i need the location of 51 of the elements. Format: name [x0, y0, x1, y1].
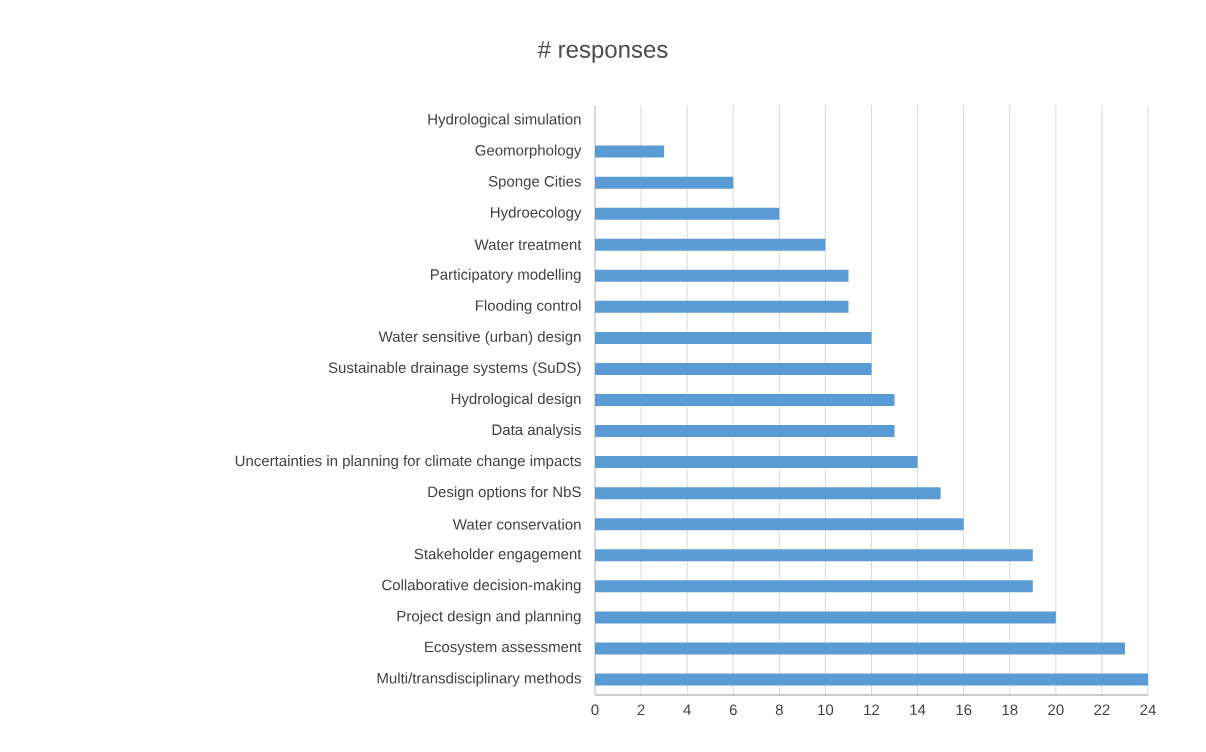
x-tick-label: 12: [864, 704, 880, 715]
y-tick-label: Ecosystem assessment: [425, 641, 582, 656]
bar: [595, 269, 849, 282]
y-tick-label: Project design and planning: [397, 610, 581, 625]
y-tick-label: Design options for NbS: [428, 486, 581, 501]
x-tick-label: 24: [1140, 704, 1156, 715]
y-tick-label: Geomorphology: [475, 144, 582, 159]
bar: [595, 673, 1149, 686]
x-tick-label: 18: [1002, 704, 1018, 716]
x-tick-label: 16: [956, 704, 972, 716]
y-tick-label: Hydrological design: [451, 393, 581, 407]
x-tick-label: 0: [591, 704, 599, 716]
bar: [595, 238, 826, 251]
x-tick-label: 4: [683, 704, 691, 715]
bar: [595, 456, 918, 469]
x-tick-label: 8: [775, 704, 783, 716]
bar: [595, 549, 1033, 562]
bar: [595, 394, 895, 406]
x-tick-label: 10: [818, 704, 834, 716]
bar: [595, 425, 895, 438]
y-tick-label: Water conservation: [452, 518, 581, 530]
y-tick-label: Multi/transdisciplinary methods: [377, 672, 581, 687]
bar: [595, 331, 872, 344]
bar: [595, 580, 1033, 593]
bar: [595, 642, 1125, 655]
y-tick-label: Participatory modelling: [430, 268, 581, 283]
y-tick-label: Flooding control: [475, 299, 581, 314]
x-tick-label: 22: [1094, 704, 1110, 715]
bar: [595, 362, 872, 375]
y-tick-label: Hydrological simulation: [428, 113, 581, 128]
y-tick-label: Water treatment: [474, 239, 582, 250]
bar: [595, 611, 1056, 624]
y-tick-label: Collaborative decision-making: [382, 579, 581, 594]
y-tick-label: Sponge Cities: [488, 175, 581, 190]
chart-title: # responses: [537, 41, 668, 63]
bar: [595, 145, 665, 158]
bar: [595, 207, 780, 220]
y-tick-label: Data analysis: [492, 424, 581, 439]
y-tick-label: Sustainable drainage systems (SuDS): [328, 361, 581, 376]
x-tick-label: 20: [1048, 704, 1064, 716]
y-tick-label: Uncertainties in planning for climate change impacts: [235, 455, 581, 470]
y-tick-label: Stakeholder engagement: [414, 548, 582, 563]
y-tick-label: Water sensitive (urban) design: [378, 330, 581, 345]
bar: [595, 300, 849, 313]
x-tick-label: 6: [729, 704, 737, 716]
y-tick-label: Hydroecology: [491, 206, 582, 221]
bar: [595, 176, 734, 189]
x-tick-label: 2: [637, 704, 645, 715]
x-tick-label: 14: [910, 704, 926, 715]
bar: [595, 487, 941, 500]
bar: [595, 518, 964, 531]
